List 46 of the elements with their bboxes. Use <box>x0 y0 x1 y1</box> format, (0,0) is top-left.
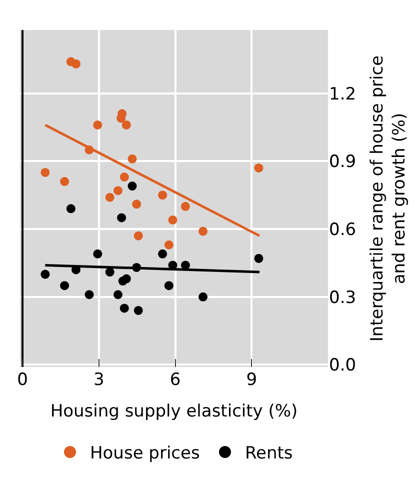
point <box>105 268 114 277</box>
x-tick-label: 6 <box>170 370 181 390</box>
point <box>158 190 168 200</box>
point <box>254 163 264 172</box>
point <box>118 276 128 286</box>
point <box>105 192 114 202</box>
point <box>128 182 137 191</box>
point <box>120 304 129 313</box>
y-axis-title: Interquartile range of house price and rent growth (%) <box>367 55 410 342</box>
point <box>60 177 70 186</box>
point <box>198 292 208 302</box>
point <box>134 306 143 315</box>
point <box>40 168 50 177</box>
point <box>168 215 178 224</box>
legend-label: Rents <box>244 444 293 464</box>
point <box>164 281 174 290</box>
point <box>120 172 129 182</box>
point <box>84 290 94 300</box>
y-tick-label: 0.9 <box>329 152 356 172</box>
point <box>117 213 126 222</box>
point <box>128 154 137 164</box>
point <box>60 281 70 290</box>
x-tick-label: 0 <box>17 370 28 390</box>
point <box>66 204 76 214</box>
x-tick-label: 9 <box>246 370 258 390</box>
point <box>132 200 142 209</box>
y-tick-label: 0.6 <box>329 220 356 240</box>
point <box>114 290 122 300</box>
y-tick-label: 0.3 <box>329 288 356 308</box>
point <box>40 270 50 279</box>
point <box>164 240 174 250</box>
point <box>198 226 208 236</box>
point <box>93 120 102 130</box>
point <box>114 186 122 196</box>
point <box>134 231 143 240</box>
point <box>158 249 168 258</box>
point <box>93 249 102 258</box>
point <box>72 59 80 68</box>
legend-label: House prices <box>90 444 200 464</box>
point <box>180 202 190 211</box>
y-tick-label: 0.0 <box>329 356 356 376</box>
y-tick-label: 1.2 <box>329 84 356 104</box>
x-tick-label: 3 <box>93 370 104 390</box>
x-axis-title: Housing supply elasticity (%) <box>50 401 298 422</box>
point <box>254 254 264 263</box>
point <box>122 120 131 130</box>
